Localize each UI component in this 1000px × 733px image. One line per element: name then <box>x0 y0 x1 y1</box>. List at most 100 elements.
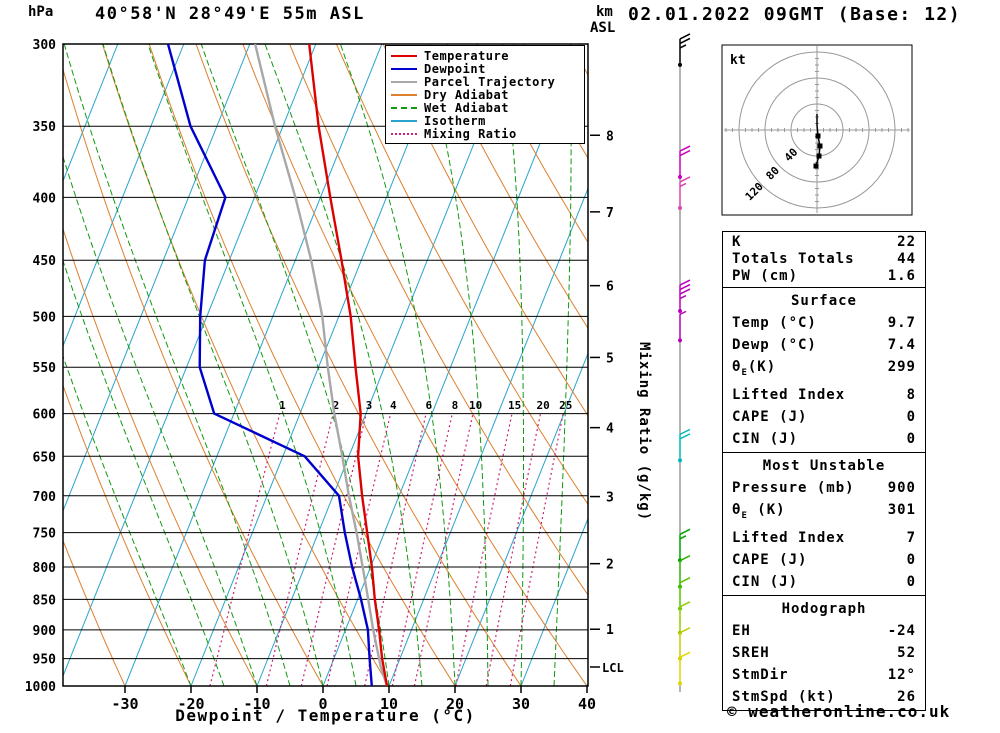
station-title: 40°58'N 28°49'E 55m ASL <box>95 4 365 24</box>
wet-adiabat-line <box>553 44 572 686</box>
pressure-tick-label: 450 <box>33 254 57 269</box>
info-row: θE (K) 301 <box>723 499 925 527</box>
legend-line-sample <box>391 54 417 57</box>
pressure-tick-label: 550 <box>33 361 57 376</box>
km-tick-label: 4 <box>606 422 614 437</box>
temp-tick-label: 0 <box>318 695 327 713</box>
hodograph-trace-marker <box>817 143 823 149</box>
info-row: Lifted Index 8 <box>723 384 925 406</box>
temp-tick-label: 40 <box>578 695 596 713</box>
indices-panel: K 22 Totals Totals 44 PW (cm) 1.6 Surface Temp … <box>722 231 926 711</box>
km-tick-label: 1 <box>606 623 614 638</box>
valid-datetime: 02.01.2022 09GMT (Base: 12) <box>628 4 962 25</box>
km-tick-label: 2 <box>606 558 614 573</box>
pressure-tick-label: 750 <box>33 527 57 542</box>
info-value: 7 <box>906 529 916 546</box>
km-axis-unit: km <box>596 4 613 20</box>
info-label: Lifted Index <box>732 529 846 546</box>
hodograph-trace-marker <box>813 163 819 169</box>
copyright-link[interactable]: © weatheronline.co.uk <box>727 702 951 721</box>
info-label: Dewp (°C) <box>732 337 817 353</box>
km-axis: 1 2 3 4 5 6 7 8 LCL <box>590 129 624 675</box>
hodograph-trace-marker <box>815 133 821 139</box>
dry-adiabat-line <box>429 44 588 330</box>
info-value: 44 <box>897 251 916 267</box>
wet-adiabat-line <box>63 155 258 686</box>
section-title: Most Unstable <box>762 457 886 474</box>
parcel-trajectory-curve <box>253 44 389 686</box>
info-row: Pressure (mb) 900 <box>723 477 925 499</box>
pressure-tick-label: 700 <box>33 490 57 505</box>
info-row: Temp (°C) 9.7 <box>723 312 925 334</box>
wind-barb <box>678 428 691 463</box>
info-label: CAPE (J) <box>732 408 808 425</box>
mixing-ratio-line <box>509 413 564 686</box>
mixing-ratio-value-label: 1 <box>279 399 286 412</box>
info-row: K 22 <box>723 234 925 251</box>
temp-tick-label: 20 <box>446 695 464 713</box>
dewpoint-curve <box>166 44 373 686</box>
info-value: -24 <box>887 622 916 639</box>
mixing-ratio-line <box>485 413 542 686</box>
info-label: K <box>732 234 742 250</box>
wind-barb <box>678 651 691 686</box>
pressure-tick-label: 850 <box>33 593 57 608</box>
legend-item: Dewpoint <box>391 61 579 76</box>
isotherm-line <box>520 517 588 686</box>
legend-label: Dewpoint <box>424 61 486 76</box>
isotherm-line <box>63 44 251 513</box>
legend-line-sample <box>391 106 417 109</box>
info-value: 52 <box>897 644 916 661</box>
info-value: 26 <box>897 688 916 705</box>
legend-item: Wet Adiabat <box>391 101 579 115</box>
pressure-tick-label: 900 <box>33 624 57 639</box>
pressure-tick-label: 950 <box>33 653 57 668</box>
legend-item: Parcel Trajectory <box>391 75 579 89</box>
info-row: Dewp (°C) 7.4 <box>723 334 925 356</box>
info-section: Surface Temp (°C) 9.7 Dewp (°C) 7.4 θE(K) 299 L… <box>722 287 926 453</box>
legend-item: Isotherm <box>391 114 579 128</box>
info-value: 0 <box>906 408 916 425</box>
info-row: StmDir 12° <box>723 664 925 686</box>
info-value: 0 <box>906 430 916 447</box>
km-tick-label: 7 <box>606 206 614 221</box>
info-label: EH <box>732 622 751 639</box>
info-value: 8 <box>906 386 916 403</box>
plot-border <box>62 43 589 687</box>
info-label: θE (K) <box>732 501 786 521</box>
info-label: CAPE (J) <box>732 551 808 568</box>
info-row: StmSpd (kt) 26 <box>723 686 925 708</box>
section-title: Surface <box>790 293 857 309</box>
info-row: CAPE (J) 0 <box>723 549 925 571</box>
pressure-tick-label: 1000 <box>25 680 56 695</box>
info-row: CIN (J) 0 <box>723 571 925 593</box>
mixing-ratio-value-label: 2 <box>333 399 340 412</box>
info-label: Lifted Index <box>732 386 846 403</box>
wind-barb <box>678 310 687 343</box>
wet-adiabat-line <box>200 44 390 686</box>
temp-tick-label: 30 <box>512 695 530 713</box>
temp-tick-label: -20 <box>177 695 204 713</box>
info-value: 299 <box>887 359 916 375</box>
info-row: SREH 52 <box>723 642 925 664</box>
info-row: CIN (J) 0 <box>723 428 925 450</box>
wind-barb-column <box>678 33 691 692</box>
lcl-label: LCL <box>602 661 624 675</box>
mixing-ratio-value-label: 15 <box>508 399 521 412</box>
section-title: Hodograph <box>781 600 867 617</box>
legend-line-sample <box>391 93 417 96</box>
x-axis-label: Dewpoint / Temperature (°C) <box>175 706 476 725</box>
pressure-tick-label: 600 <box>33 408 57 423</box>
wet-adiabat-line <box>63 259 225 686</box>
temperature-curve <box>308 44 389 686</box>
info-label: PW (cm) <box>732 268 799 284</box>
info-label: SREH <box>732 644 770 661</box>
dry-adiabat-line <box>63 539 126 686</box>
legend-label: Temperature <box>424 48 509 63</box>
legend-item: Mixing Ratio <box>391 127 579 141</box>
mixing-ratio-line <box>209 413 281 686</box>
info-section: Most Unstable Pressure (mb) 900 θE (K) 301 Li… <box>722 451 926 596</box>
pressure-tick-label: 350 <box>33 120 57 135</box>
mixing-ratio-lines <box>209 413 564 686</box>
